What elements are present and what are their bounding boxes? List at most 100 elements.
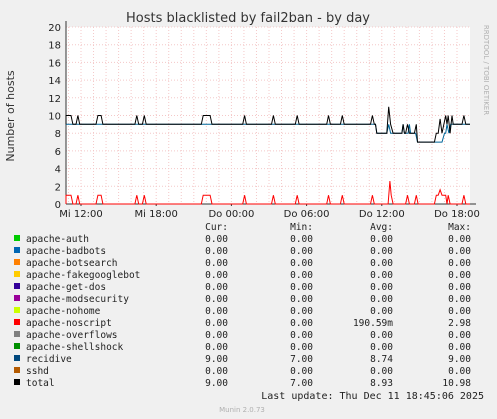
legend-swatch-apache-modsecurity (14, 295, 20, 301)
chart-title: Hosts blacklisted by fail2ban - by day (126, 11, 370, 26)
legend-max-apache-botsearch: 0.00 (448, 258, 471, 269)
legend-name-apache-fakegooglebot: apache-fakegooglebot (26, 270, 140, 281)
legend-max-apache-auth: 0.00 (448, 234, 471, 245)
legend-cur-total: 9.00 (205, 378, 228, 389)
legend-max-apache-modsecurity: 0.00 (448, 294, 471, 305)
legend-name-apache-shellshock: apache-shellshock (26, 342, 124, 353)
y-tick-label: 10 (48, 112, 61, 123)
legend-min-total: 7.00 (290, 378, 313, 389)
legend-min-apache-noscript: 0.00 (290, 318, 313, 329)
legend-max-total: 10.98 (442, 378, 471, 389)
y-tick-label: 6 (55, 147, 61, 158)
legend-min-apache-badbots: 0.00 (290, 246, 313, 257)
legend-swatch-apache-nohome (14, 307, 20, 313)
legend-min-apache-overflows: 0.00 (290, 330, 313, 341)
legend-avg-apache-badbots: 0.00 (370, 246, 393, 257)
legend-cur-apache-botsearch: 0.00 (205, 258, 228, 269)
legend-min-apache-fakegooglebot: 0.00 (290, 270, 313, 281)
legend-swatch-total (14, 379, 20, 385)
legend-min-apache-botsearch: 0.00 (290, 258, 313, 269)
legend-swatch-apache-noscript (14, 319, 20, 325)
rrdtool-watermark: RRDTOOL / TOBI OETIKER (482, 25, 490, 115)
y-tick-label: 2 (55, 182, 61, 193)
legend-avg-sshd: 0.00 (370, 366, 393, 377)
legend-cur-apache-nohome: 0.00 (205, 306, 228, 317)
legend-name-apache-auth: apache-auth (26, 234, 89, 245)
legend-max-apache-overflows: 0.00 (448, 330, 471, 341)
legend-cur-apache-modsecurity: 0.00 (205, 294, 228, 305)
legend-header-avg: Avg: (370, 222, 393, 233)
legend-avg-apache-modsecurity: 0.00 (370, 294, 393, 305)
y-tick-labels: 0 2 4 6 8 10 12 14 16 18 20 (48, 23, 61, 211)
legend-min-apache-auth: 0.00 (290, 234, 313, 245)
series-lines (65, 106, 470, 205)
legend-avg-apache-shellshock: 0.00 (370, 342, 393, 353)
legend-cur-apache-fakegooglebot: 0.00 (205, 270, 228, 281)
legend-avg-apache-botsearch: 0.00 (370, 258, 393, 269)
legend-header-max: Max: (448, 222, 471, 233)
legend-swatch-apache-badbots (14, 247, 20, 253)
legend-cur-apache-get-dos: 0.00 (205, 282, 228, 293)
legend-name-recidive: recidive (26, 354, 72, 365)
grid (65, 21, 476, 205)
legend-swatch-apache-get-dos (14, 283, 20, 289)
y-tick-label: 8 (55, 129, 61, 140)
legend-cur-apache-overflows: 0.00 (205, 330, 228, 341)
munin-version: Munin 2.0.73 (219, 406, 265, 414)
legend: Cur: Min: Avg: Max:apache-auth 0.00 0.00 0.00 0… (14, 222, 471, 389)
legend-avg-apache-noscript: 190.59m (353, 318, 393, 329)
legend-cur-apache-noscript: 0.00 (205, 318, 228, 329)
x-tick-label: Mi 18:00 (134, 209, 177, 220)
x-tick-label: Mi 12:00 (59, 209, 102, 220)
legend-avg-apache-get-dos: 0.00 (370, 282, 393, 293)
y-tick-label: 20 (48, 23, 61, 34)
legend-max-sshd: 0.00 (448, 366, 471, 377)
legend-name-apache-noscript: apache-noscript (26, 318, 112, 329)
legend-avg-apache-nohome: 0.00 (370, 306, 393, 317)
x-tick-label: Do 06:00 (284, 209, 330, 220)
legend-name-total: total (26, 378, 55, 389)
legend-name-apache-nohome: apache-nohome (26, 306, 101, 317)
legend-max-apache-badbots: 0.00 (448, 246, 471, 257)
legend-header-cur: Cur: (205, 222, 228, 233)
legend-max-apache-fakegooglebot: 0.00 (448, 270, 471, 281)
legend-name-apache-get-dos: apache-get-dos (26, 282, 106, 293)
legend-name-apache-modsecurity: apache-modsecurity (26, 294, 129, 305)
x-tick-labels: Mi 12:00 Mi 18:00 Do 00:00 Do 06:00 Do 12:00… (59, 204, 480, 220)
legend-avg-apache-auth: 0.00 (370, 234, 393, 245)
legend-name-sshd: sshd (26, 366, 49, 377)
legend-name-apache-overflows: apache-overflows (26, 330, 118, 341)
legend-min-apache-get-dos: 0.00 (290, 282, 313, 293)
legend-min-recidive: 7.00 (290, 354, 313, 365)
legend-avg-apache-fakegooglebot: 0.00 (370, 270, 393, 281)
legend-name-apache-badbots: apache-badbots (26, 246, 106, 257)
legend-cur-apache-auth: 0.00 (205, 234, 228, 245)
y-tick-label: 18 (48, 41, 61, 52)
legend-max-apache-nohome: 0.00 (448, 306, 471, 317)
x-tick-label: Do 18:00 (434, 209, 480, 220)
legend-header-min: Min: (290, 222, 313, 233)
y-tick-label: 0 (55, 200, 61, 211)
legend-cur-sshd: 0.00 (205, 366, 228, 377)
legend-max-apache-shellshock: 0.00 (448, 342, 471, 353)
legend-max-recidive: 9.00 (448, 354, 471, 365)
legend-min-apache-nohome: 0.00 (290, 306, 313, 317)
legend-min-sshd: 0.00 (290, 366, 313, 377)
y-tick-label: 4 (55, 165, 61, 176)
series-line-total (65, 106, 470, 143)
y-tick-label: 16 (48, 58, 61, 69)
x-tick-label: Do 12:00 (359, 209, 405, 220)
legend-swatch-apache-auth (14, 235, 20, 241)
legend-cur-recidive: 9.00 (205, 354, 228, 365)
legend-min-apache-shellshock: 0.00 (290, 342, 313, 353)
legend-swatch-apache-overflows (14, 331, 20, 337)
legend-swatch-apache-botsearch (14, 259, 20, 265)
legend-max-apache-get-dos: 0.00 (448, 282, 471, 293)
legend-avg-recidive: 8.74 (370, 354, 393, 365)
y-axis-label: Number of hosts (4, 70, 17, 162)
legend-cur-apache-badbots: 0.00 (205, 246, 228, 257)
last-update: Last update: Thu Dec 11 18:45:06 2025 (261, 391, 484, 402)
legend-min-apache-modsecurity: 0.00 (290, 294, 313, 305)
y-tick-label: 12 (48, 94, 61, 105)
